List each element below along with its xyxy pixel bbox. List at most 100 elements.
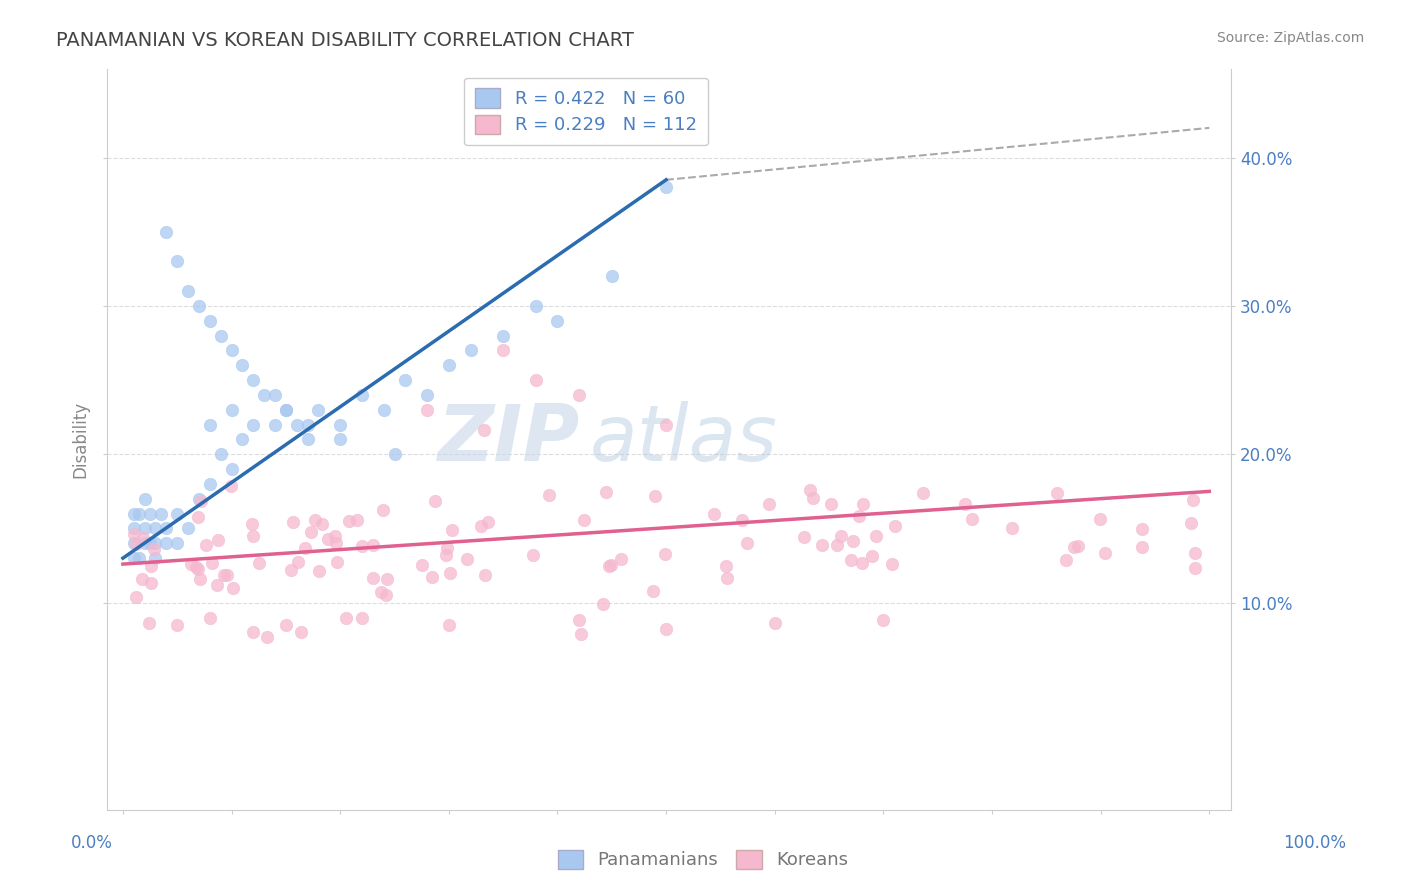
Point [830,529,852,543]
Point [166,536,188,550]
Point [221,343,243,358]
Point [128,507,150,521]
Point [851,556,873,570]
Point [1090,512,1112,526]
Point [132,531,155,545]
Point [460,343,482,358]
Point [134,536,156,550]
Point [304,513,326,527]
Point [655,417,678,432]
Point [221,402,243,417]
Point [128,551,150,566]
Point [524,299,547,313]
Point [1001,521,1024,535]
Point [297,433,319,447]
Point [1130,522,1153,536]
Point [247,557,270,571]
Text: atlas: atlas [591,401,778,477]
Text: PANAMANIAN VS KOREAN DISABILITY CORRELATION CHART: PANAMANIAN VS KOREAN DISABILITY CORRELAT… [56,31,634,50]
Point [242,373,264,387]
Point [839,553,862,567]
Point [346,513,368,527]
Point [716,571,738,585]
Point [731,513,754,527]
Point [221,582,243,596]
Point [184,559,207,574]
Point [308,564,330,578]
Point [242,529,264,543]
Point [325,536,347,550]
Point [1184,561,1206,575]
Point [1063,540,1085,554]
Y-axis label: Disability: Disability [72,401,89,478]
Point [437,618,460,632]
Point [134,491,156,506]
Point [335,611,357,625]
Point [187,299,209,313]
Point [793,530,815,544]
Point [200,557,222,571]
Point [434,548,457,562]
Point [155,225,177,239]
Point [195,538,218,552]
Point [439,566,461,581]
Point [188,572,211,586]
Point [329,433,352,447]
Point [177,521,200,535]
Point [139,536,162,550]
Point [139,507,162,521]
Point [323,528,346,542]
Point [474,568,496,582]
Point [180,557,202,571]
Point [299,525,322,540]
Point [361,571,384,585]
Point [166,507,188,521]
Point [285,417,308,432]
Point [274,402,297,417]
Point [311,516,333,531]
Point [377,572,399,586]
Text: Source: ZipAtlas.com: Source: ZipAtlas.com [1216,31,1364,45]
Point [654,547,676,561]
Point [416,388,439,402]
Point [329,417,352,432]
Point [205,577,228,591]
Point [274,618,297,632]
Point [240,516,263,531]
Point [860,549,883,563]
Point [456,552,478,566]
Point [394,373,416,387]
Point [911,486,934,500]
Point [872,614,894,628]
Point [799,483,821,497]
Point [307,402,329,417]
Point [825,538,848,552]
Point [524,373,547,387]
Point [423,493,446,508]
Point [655,623,678,637]
Point [131,572,153,586]
Point [592,598,614,612]
Point [290,624,312,639]
Point [716,558,738,573]
Text: 0.0%: 0.0% [70,834,112,852]
Point [703,507,725,521]
Point [574,513,596,527]
Point [264,417,287,432]
Point [219,479,242,493]
Point [1046,485,1069,500]
Point [610,551,633,566]
Point [242,625,264,640]
Point [294,541,316,555]
Point [253,388,276,402]
Point [852,497,875,511]
Point [122,521,145,535]
Point [142,541,165,556]
Point [758,497,780,511]
Point [125,537,148,551]
Point [166,618,188,632]
Point [198,314,221,328]
Point [318,532,340,546]
Point [437,358,460,372]
Text: 100.0%: 100.0% [1284,834,1346,852]
